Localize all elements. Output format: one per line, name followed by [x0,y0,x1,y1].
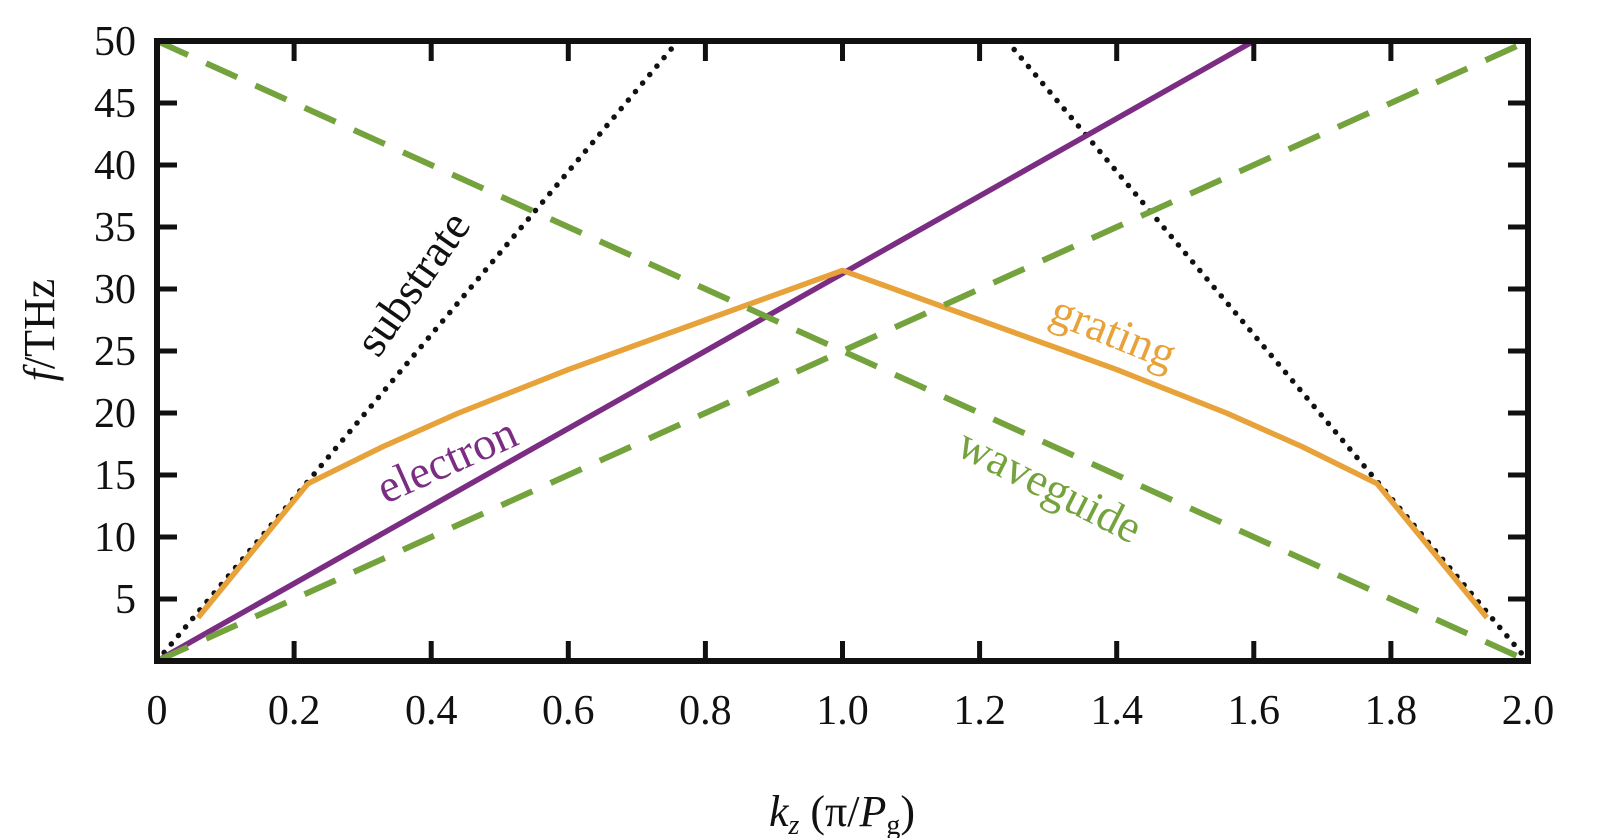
x-tick-label: 0 [147,688,168,734]
series-grating-line-0 [195,267,1490,620]
tick-layer [154,38,1531,661]
series-waveguide-line-0 [157,41,1528,661]
y-tick-label: 35 [94,205,136,251]
annotation-grating: grating [1044,284,1184,380]
y-tick-label: 5 [115,577,136,623]
annotation-waveguide: waveguide [950,417,1151,553]
x-tick-label: 0.8 [679,688,732,734]
x-tick-label: 0.6 [542,688,595,734]
x-tick-label: 0.4 [405,688,458,734]
x-tick-label: 1.0 [816,688,869,734]
y-tick-label: 15 [94,453,136,499]
series-electron-line-0 [157,41,1256,661]
tick-label-layer: 0 0.2 0.4 0.6 0.8 1.0 1.2 1.4 1.6 1.8 2.0 5 10 15 20 25… [94,19,1554,734]
annotation-substrate: substrate [345,202,481,365]
x-tick-label: 1.4 [1090,688,1143,734]
series-substrate-line-0 [157,41,681,661]
y-tick-label: 45 [94,81,136,127]
y-tick-label: 20 [94,391,136,437]
series-waveguide-line-1 [157,41,1528,661]
x-tick-label: 1.6 [1228,688,1281,734]
x-tick-label: 1.2 [953,688,1006,734]
x-axis-title: kz (π/Pg) [769,787,915,838]
y-tick-label: 25 [94,329,136,375]
y-axis-title: f/THz [15,279,64,382]
y-tick-label: 50 [94,19,136,65]
x-tick-label: 0.2 [268,688,321,734]
curve-layer [157,41,1528,661]
y-tick-label: 10 [94,515,136,561]
x-tick-label: 1.8 [1365,688,1418,734]
y-tick-label: 30 [94,267,136,313]
y-tick-label: 40 [94,143,136,189]
x-tick-label: 2.0 [1502,688,1555,734]
